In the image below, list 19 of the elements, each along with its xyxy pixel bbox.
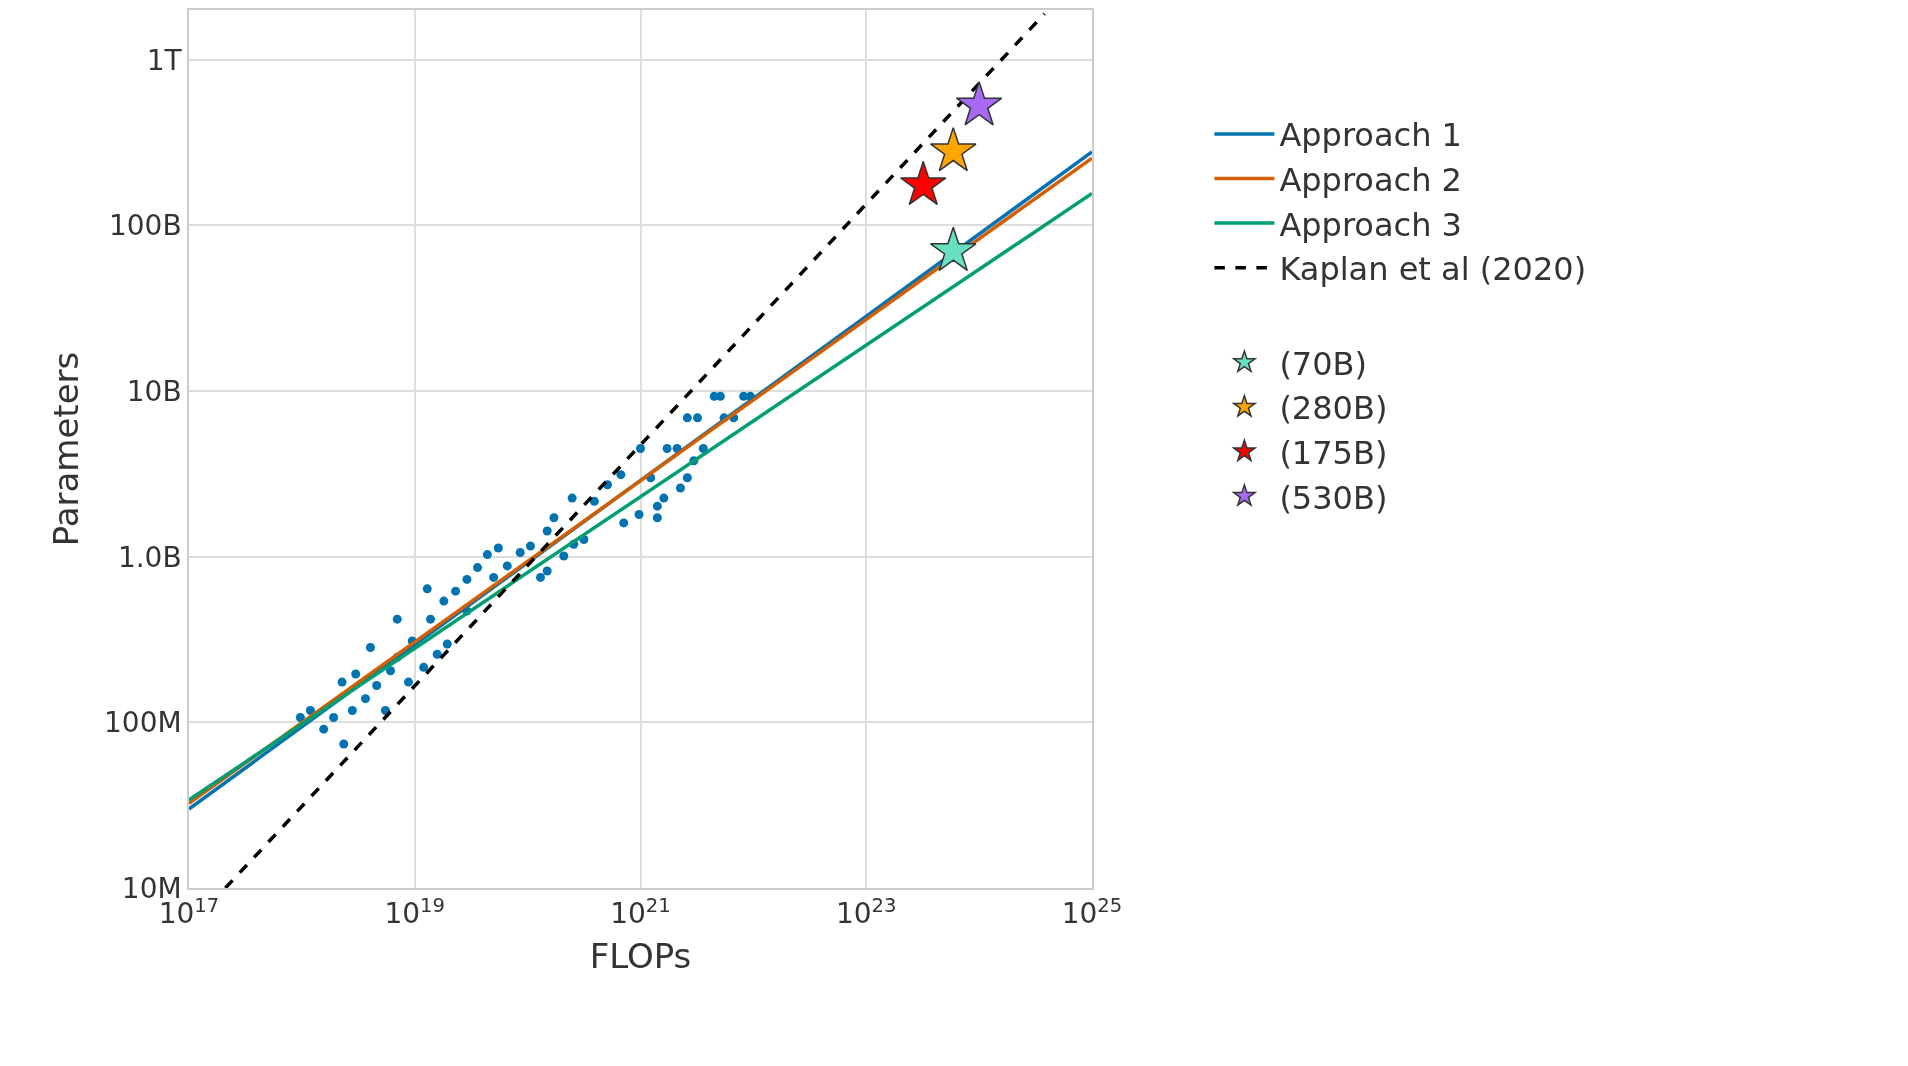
- legend-label: (280B): [1279, 389, 1388, 428]
- legend-label: Approach 3: [1279, 205, 1462, 244]
- legend-label: (530B): [1279, 478, 1388, 517]
- legend-label: (70B): [1279, 344, 1368, 383]
- y-tick-label: 1T: [146, 43, 183, 77]
- x-tick-label: 10$^{25}$: [1061, 893, 1123, 931]
- x-axis-title: FLOPs: [589, 936, 692, 977]
- legend-label: Approach 1: [1279, 116, 1462, 155]
- y-tick-label: 100M: [104, 706, 182, 740]
- legend-label: Approach 2: [1279, 160, 1462, 199]
- x-tick-label: 10$^{19}$: [384, 893, 446, 931]
- x-tick-label: 10$^{21}$: [610, 893, 671, 931]
- legend-label: (175B): [1279, 433, 1388, 472]
- y-tick-label: 10B: [126, 374, 182, 408]
- legend-label: Kaplan et al (2020): [1279, 250, 1587, 289]
- x-tick-label: 10$^{23}$: [835, 893, 897, 931]
- y-tick-label: 1.0B: [117, 540, 182, 574]
- y-tick-label: 100B: [108, 209, 182, 243]
- y-axis-title: Parameters: [46, 351, 87, 547]
